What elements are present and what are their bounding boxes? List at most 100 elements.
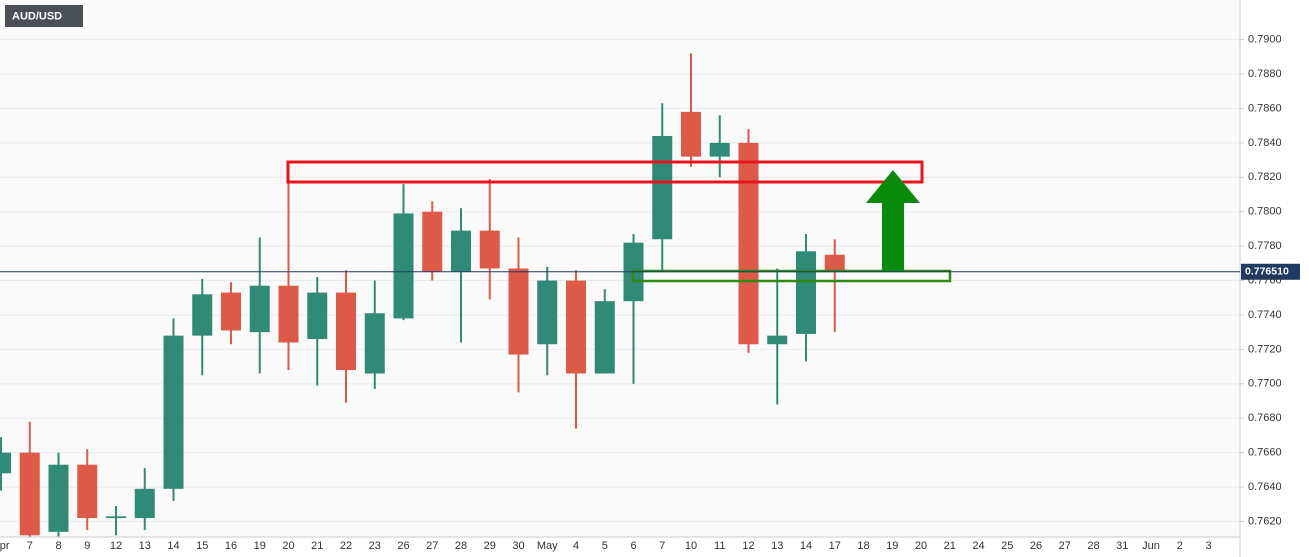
x-tick-label: 19: [886, 540, 898, 552]
y-tick-label: 0.7800: [1248, 206, 1282, 218]
candle-body: [681, 111, 701, 157]
x-tick-label: 5: [602, 540, 608, 552]
x-tick-label: 28: [455, 540, 467, 552]
grid: [0, 39, 1240, 523]
candle-body: [221, 292, 241, 331]
plot-background: [0, 0, 1240, 537]
candle-body: [163, 335, 184, 489]
candle-body: [566, 280, 586, 374]
x-tick-label: 20: [915, 540, 927, 552]
y-tick-label: 0.7760: [1248, 274, 1282, 286]
x-tick-label: 19: [254, 540, 266, 552]
y-tick-label: 0.7640: [1248, 481, 1282, 493]
x-tick-label: 7: [659, 540, 665, 552]
candle-body: [249, 285, 270, 333]
candle-body: [393, 213, 414, 319]
x-tick-label: 7: [27, 540, 33, 552]
x-tick-label: 9: [84, 540, 90, 552]
x-tick-label: Jun: [1142, 540, 1160, 552]
x-tick-label: 12: [110, 540, 122, 552]
x-tick-label: 21: [311, 540, 323, 552]
x-tick-label: 16: [225, 540, 237, 552]
x-tick-label: Apr: [0, 540, 10, 552]
up-arrow: [866, 170, 920, 272]
x-tick-label: 14: [167, 540, 179, 552]
last-price: 0.776510: [0, 263, 1300, 280]
y-tick-label: 0.7660: [1248, 447, 1282, 459]
x-tick-label: 26: [1030, 540, 1042, 552]
y-tick-label: 0.7780: [1248, 240, 1282, 252]
candle-body: [192, 294, 213, 336]
support-zone: [631, 269, 952, 283]
resistance-zone: [286, 160, 924, 184]
x-tick-label: 18: [857, 540, 869, 552]
x-tick-label: 6: [630, 540, 636, 552]
candle-body: [307, 292, 328, 340]
x-tick-label: 29: [484, 540, 496, 552]
y-tick-label: 0.7720: [1248, 343, 1282, 355]
candle-body: [336, 292, 356, 371]
y-tick-label: 0.7740: [1248, 309, 1282, 321]
x-tick-label: 15: [196, 540, 208, 552]
candle-body: [134, 488, 155, 519]
y-tick-label: 0.7840: [1248, 137, 1282, 149]
y-tick-label: 0.7860: [1248, 102, 1282, 114]
candle-body: [652, 135, 673, 240]
x-tick-label: 3: [1205, 540, 1211, 552]
x-tick-label: 4: [573, 540, 579, 552]
y-tick-label: 0.7680: [1248, 412, 1282, 424]
candles: [0, 53, 845, 537]
candle-body: [796, 251, 816, 334]
x-tick-label: 13: [139, 540, 151, 552]
annotations: [286, 160, 952, 283]
chart-title: AUD/USD: [12, 10, 62, 22]
candle-body: [451, 230, 471, 272]
y-tick-label: 0.7700: [1248, 378, 1282, 390]
candle-body: [824, 254, 845, 271]
x-tick-label: 31: [1116, 540, 1128, 552]
x-tick-label: 22: [340, 540, 352, 552]
candle-body: [479, 230, 500, 269]
candle-body: [767, 335, 788, 345]
candle-body: [508, 268, 529, 355]
candle-body: [0, 452, 11, 474]
candle-body: [594, 301, 615, 374]
x-tick-label: 27: [426, 540, 438, 552]
last-price-box: [1241, 263, 1300, 280]
title-box: [5, 5, 83, 27]
x-tick-label: 23: [369, 540, 381, 552]
x-tick-label: 11: [714, 540, 725, 552]
candle-body: [738, 142, 759, 345]
x-tick-label: 27: [1059, 540, 1071, 552]
x-tick-label: 28: [1087, 540, 1099, 552]
candle-body: [48, 464, 69, 532]
candle-body: [278, 285, 299, 343]
x-tick-label: 24: [972, 540, 984, 552]
candle-body: [19, 452, 40, 536]
y-tick-label: 0.7620: [1248, 515, 1282, 527]
x-tick-label: 20: [282, 540, 294, 552]
x-tick-label: 14: [800, 540, 812, 552]
x-tick-label: May: [537, 540, 558, 552]
x-tick-label: 2: [1177, 540, 1183, 552]
x-tick-label: 8: [55, 540, 61, 552]
x-tick-label: 13: [771, 540, 783, 552]
x-tick-label: 30: [512, 540, 524, 552]
y-tick-label: 0.7820: [1248, 171, 1282, 183]
candle-body: [709, 142, 730, 157]
x-tick-label: 17: [829, 540, 841, 552]
x-tick-label: 10: [685, 540, 697, 552]
x-tick-label: 21: [944, 540, 956, 552]
x-tick-label: 26: [397, 540, 409, 552]
candle-body: [422, 211, 443, 272]
y-tick-label: 0.7880: [1248, 68, 1282, 80]
candle-body: [537, 280, 558, 345]
y-tick-label: 0.7900: [1248, 33, 1282, 45]
last-price-label: 0.776510: [1245, 266, 1289, 278]
x-tick-label: 25: [1001, 540, 1013, 552]
candle-body: [77, 464, 98, 519]
candle-body: [106, 516, 126, 519]
candle-body: [364, 313, 385, 374]
x-tick-label: 12: [742, 540, 754, 552]
